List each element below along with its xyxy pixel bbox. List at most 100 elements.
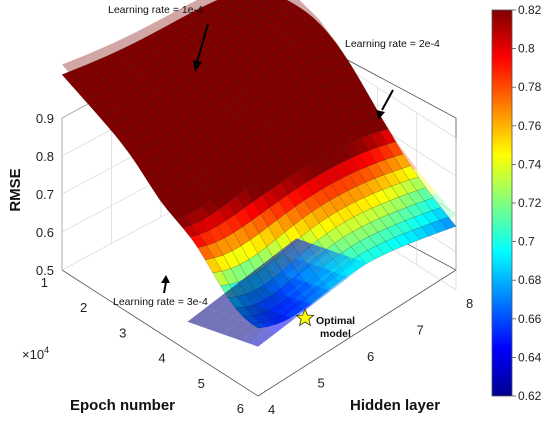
y-tick: 4 (268, 402, 275, 417)
y-tick: 7 (417, 323, 424, 338)
surface-cell (258, 312, 286, 330)
x-tick: 5 (198, 376, 205, 391)
colorbar-tick: 0.78 (518, 80, 542, 94)
annotation-lr-3e-4: Learning rate = 3e-4 (113, 296, 208, 308)
box-front-right (257, 269, 457, 397)
surface-cell (268, 255, 296, 273)
surface-cell (268, 275, 296, 293)
surface-cell (232, 303, 259, 321)
surface-cell (250, 289, 278, 307)
x-tick: 1 (41, 275, 48, 290)
surface-cell (214, 297, 242, 315)
colorbar-tick: 0.64 (518, 350, 542, 364)
x-multiplier: ×104 (22, 345, 49, 362)
z-tick: 0.6 (36, 225, 54, 240)
surface-cell (223, 280, 251, 298)
z-tick: 0.5 (36, 263, 54, 278)
surface-cell (286, 281, 313, 299)
surface-cell (278, 238, 306, 256)
colorbar-tick: 0.76 (518, 119, 542, 133)
arrow-lr-2e-4 (381, 89, 394, 111)
surface-cell (276, 298, 304, 316)
box-front-left (61, 269, 259, 397)
surface-cell (241, 286, 269, 304)
surface-cell (277, 258, 305, 276)
arrowhead-lr-2e-4 (376, 110, 385, 120)
colorbar-tick: 0.8 (518, 42, 535, 56)
z-tick: 0.7 (36, 187, 54, 202)
annotation-lr-2e-4: Learning rate = 2e-4 (345, 38, 440, 50)
surface-cell (313, 250, 341, 268)
surface-cell (187, 307, 215, 325)
surface-cell (339, 260, 367, 278)
z-tick: 0.8 (36, 149, 54, 164)
surface-cell (259, 292, 286, 310)
annotation-lr-1e-4: Learning rate = 1e-4 (108, 4, 203, 16)
colorbar (491, 9, 513, 397)
y-tick: 5 (318, 376, 325, 391)
colorbar-tick: 0.82 (518, 3, 542, 17)
surface-cell (232, 283, 260, 301)
surface-cell (196, 311, 224, 328)
x-tick-labels: 1 2 3 4 5 6 (41, 275, 244, 416)
surface-cell (313, 270, 340, 288)
x-tick: 3 (119, 325, 126, 340)
y-tick: 6 (367, 349, 374, 364)
x-tick: 2 (80, 300, 87, 315)
surface-cell (303, 287, 331, 305)
arrowhead-lr-1e-4 (193, 60, 202, 72)
optimal-star-icon (295, 307, 315, 327)
surface-cell (231, 323, 259, 341)
surface-cell (304, 247, 332, 265)
surface-cell (241, 266, 269, 284)
surface-cell (249, 309, 277, 327)
x-tick: 6 (237, 401, 244, 416)
surface-cell (213, 317, 241, 335)
surface-cell (331, 257, 359, 274)
surface-cell (286, 261, 314, 279)
surface-cell (322, 253, 350, 271)
arrow-lr-1e-4 (196, 23, 209, 63)
surface-lr-3e-4 (187, 238, 367, 347)
surface-cell (205, 294, 233, 311)
arrowhead-lr-3e-4 (161, 275, 170, 283)
surface-cell (294, 284, 322, 302)
surface-cell (321, 274, 349, 291)
colorbar-tick: 0.62 (518, 389, 542, 403)
colorbar-tick-labels: 0.62 0.64 0.66 0.68 0.7 0.72 0.74 0.76 0.78 0.8 0.… (512, 3, 542, 403)
y-tick-labels: 4 5 6 7 8 (268, 296, 473, 417)
colorbar-tick: 0.74 (518, 157, 542, 171)
surface-cell (295, 244, 323, 262)
surface-cell (259, 272, 287, 290)
x-tick: 4 (158, 351, 165, 366)
colorbar-tick: 0.66 (518, 312, 542, 326)
colorbar-tick: 0.7 (518, 235, 535, 249)
surface-cell (205, 314, 233, 332)
optimal-label-line1: Optimal (316, 315, 355, 327)
colorbar-tick: 0.72 (518, 196, 542, 210)
surface-lr-1e-4 (61, 0, 457, 329)
surface-cell (304, 267, 332, 285)
surface-cell (223, 300, 251, 318)
surface-cell (295, 264, 323, 282)
surface-cell (287, 241, 314, 259)
surface-cell (277, 278, 305, 296)
surface-cell (249, 329, 277, 347)
y-axis-label: Hidden layer (350, 397, 440, 414)
surface-cell (267, 315, 295, 333)
surface-cell (240, 326, 268, 344)
y-tick: 8 (466, 296, 473, 311)
z-axis-label: RMSE (7, 168, 24, 211)
x-axis-label: Epoch number (70, 397, 175, 414)
surface-cell (250, 269, 278, 287)
surface-cell (260, 252, 287, 270)
surface-cell (222, 320, 250, 338)
surface-cell (285, 301, 313, 319)
surface-cell (267, 295, 295, 313)
surface-cell (228, 0, 236, 2)
z-tick-labels: 0.5 0.6 0.7 0.8 0.9 (36, 111, 54, 278)
surface-cell (240, 306, 268, 324)
arrow-lr-3e-4 (163, 281, 167, 294)
optimal-label-line2: model (320, 328, 351, 340)
